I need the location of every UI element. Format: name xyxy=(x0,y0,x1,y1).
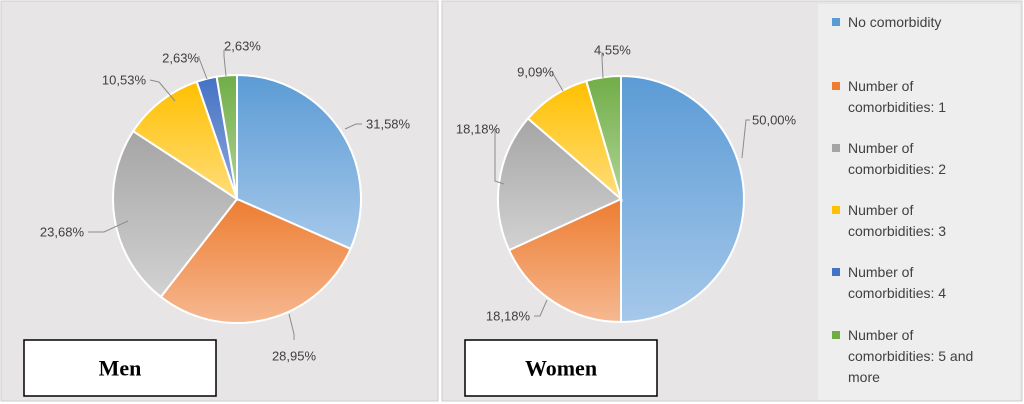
women-slice-2 xyxy=(507,197,622,324)
men-slice-3 xyxy=(112,129,239,299)
men-data-label-1: 31,58% xyxy=(366,117,411,132)
men-slice-4 xyxy=(131,80,239,202)
legend-swatch-6 xyxy=(832,331,840,339)
women-data-label-6: 4,55% xyxy=(594,43,631,58)
women-leader-4 xyxy=(551,71,564,92)
women-label: Women xyxy=(525,356,597,381)
men-leader-lines xyxy=(88,50,362,340)
legend-swatch-1 xyxy=(832,18,840,26)
legend-entry-2-line-2: comorbidities: 1 xyxy=(848,99,946,115)
legend-entry-6-line-3: more xyxy=(848,369,880,385)
legend-swatch-5 xyxy=(832,268,840,276)
legend-entry-3-line-2: comorbidities: 2 xyxy=(848,161,946,177)
legend-swatch-3 xyxy=(832,144,840,152)
women-data-labels: 50,00% 18,18% 18,18% 9,09% 4,55% xyxy=(456,43,797,324)
men-data-label-2: 28,95% xyxy=(272,349,317,364)
men-leader-5 xyxy=(198,56,208,80)
women-leader-1 xyxy=(741,119,750,159)
legend-entry-6-line-1: Number of xyxy=(848,327,913,343)
men-slice-6 xyxy=(215,73,238,200)
women-slice-6 xyxy=(585,74,622,200)
women-slice-1 xyxy=(620,74,745,324)
men-label: Men xyxy=(99,356,142,381)
women-data-label-1: 50,00% xyxy=(752,113,797,128)
legend-entry-4-line-1: Number of xyxy=(848,202,913,218)
men-data-label-3: 23,68% xyxy=(40,225,85,240)
women-data-label-3: 18,18% xyxy=(456,122,501,137)
women-leader-2 xyxy=(534,299,548,317)
women-slice-3 xyxy=(497,117,623,252)
women-data-label-4: 9,09% xyxy=(517,65,554,80)
legend-entry-1-line-1: No comorbidity xyxy=(848,14,941,30)
men-pie xyxy=(112,73,362,324)
women-leader-6 xyxy=(601,52,604,79)
legend-background xyxy=(818,4,1020,400)
men-slice-2 xyxy=(159,197,352,324)
legend-entry-3-line-1: Number of xyxy=(848,140,913,156)
legend-swatch-4 xyxy=(832,206,840,214)
women-data-label-2: 18,18% xyxy=(486,309,531,324)
men-leader-3 xyxy=(88,220,129,233)
men-data-label-5: 2,63% xyxy=(162,51,199,66)
men-leader-6 xyxy=(223,50,227,77)
men-leader-2 xyxy=(288,313,295,340)
women-leader-3 xyxy=(494,129,505,185)
legend-entry-5-line-1: Number of xyxy=(848,264,913,280)
men-leader-1 xyxy=(344,123,362,130)
men-data-label-4: 10,53% xyxy=(102,73,147,88)
women-pie xyxy=(497,74,745,324)
legend-entry-5-line-2: comorbidities: 4 xyxy=(848,285,946,301)
men-slice-1 xyxy=(236,73,362,251)
men-data-label-6: 2,63% xyxy=(224,39,261,54)
women-leader-lines xyxy=(494,52,750,317)
legend-entry-4-line-2: comorbidities: 3 xyxy=(848,223,946,239)
legend: No comorbidity Number of comorbidities: 1 N… xyxy=(832,14,973,385)
women-label-box xyxy=(464,339,658,397)
men-leader-4 xyxy=(149,79,176,102)
legend-entry-6-line-2: comorbidities: 5 and xyxy=(848,348,973,364)
men-data-labels: 31,58% 28,95% 23,68% 10,53% 2,63% 2,63% xyxy=(40,39,411,364)
legend-swatch-2 xyxy=(832,82,840,90)
legend-entry-2-line-1: Number of xyxy=(848,78,913,94)
men-label-box xyxy=(23,339,217,397)
